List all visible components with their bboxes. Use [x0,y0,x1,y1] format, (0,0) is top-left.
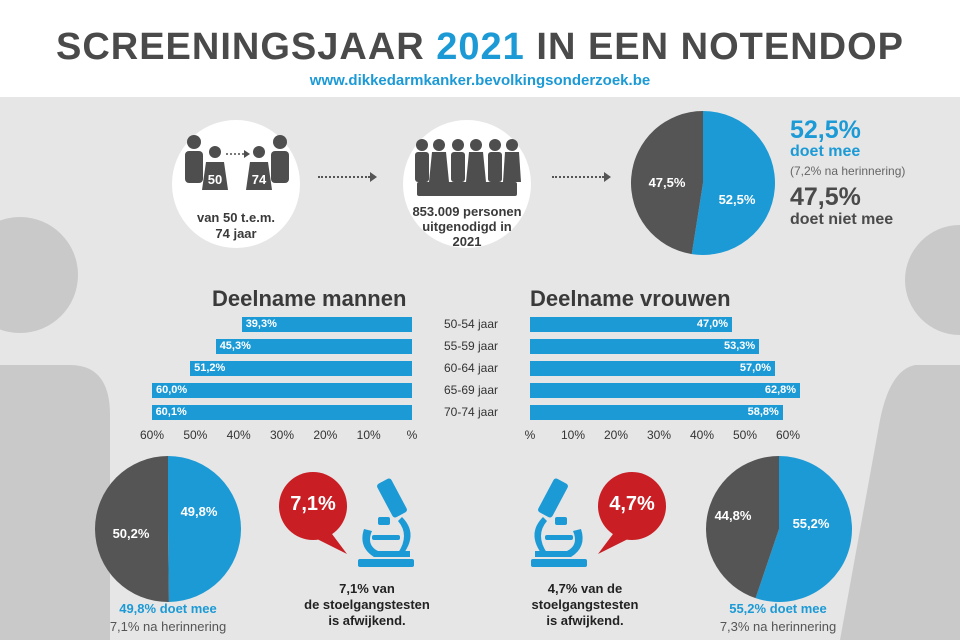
age-from-label: 50 [207,172,223,187]
woman-silhouette-icon [840,225,960,640]
pie-men-not-slice [95,456,169,602]
women-abnormal-bubble [598,472,666,554]
men-tick-label: 10% [356,428,381,442]
women-tick-label: 20% [603,428,629,442]
men-tick-label: 50% [183,428,208,442]
women-tick-label: 50% [732,428,758,442]
women-participate-caption: 55,2% doet mee [729,601,827,616]
pie-men-participate-slice [168,456,241,602]
page-title: SCREENINGSJAAR 2021 IN EEN NOTENDOP [55,26,904,68]
arrow-1-icon [370,172,377,182]
women-bar: 58,8% [530,405,783,420]
women-participation-pie [706,456,852,602]
reminder-text: (7,2% na herinnering) [790,164,906,178]
women-bar: 62,8% [530,383,801,398]
pie-women-not-label: 44,8% [714,508,752,523]
age-group-label: 65-69 jaar [443,383,499,397]
connector-1 [318,176,370,180]
website-url[interactable]: www.dikkedarmkanker.bevolkingsonderzoek.… [309,72,651,89]
men-abnormal-caption: 7,1% van de stoelgangstesten is afwijkend. [304,581,430,628]
men-abnormal-pct: 7,1% [290,493,336,515]
age-to-label: 74 [251,172,267,187]
participate-text: doet mee [790,143,861,160]
pie-women-not-slice [706,456,779,599]
pie-top-not-slice [631,111,703,255]
pie-women-participate-label: 55,2% [792,516,830,531]
women-abnormal-caption: 4,7% van de stoelgangstesten is afwijkend. [531,581,639,628]
men-tick-label: 30% [269,428,295,442]
age-group-label: 60-64 jaar [443,361,499,375]
women-microscope-icon [531,478,587,567]
not-participate-text: doet niet mee [790,211,894,228]
men-abnormal-bubble [279,472,347,554]
participation-pie [631,111,775,255]
pie-top-not-label: 47,5% [648,175,686,190]
pie-top-participate-label: 52,5% [718,192,756,207]
women-heading: Deelname vrouwen [530,286,731,311]
men-tick-label: 60% [139,428,165,442]
men-bar: 60,0% [152,383,412,398]
women-reminder-caption: 7,3% na herinnering [719,619,837,634]
pie-women-participate-slice [755,456,852,602]
men-tick-label: % [406,428,418,442]
men-bar: 60,1% [151,405,412,420]
women-bar: 53,3% [530,339,760,354]
men-bar: 45,3% [215,339,412,354]
men-reminder-caption: 7,1% na herinnering [109,619,227,634]
men-heading: Deelname mannen [212,286,407,311]
women-tick-label: 40% [689,428,715,442]
women-tick-label: 10% [560,428,586,442]
men-tick-label: 20% [313,428,338,442]
men-bar: 51,2% [190,361,412,376]
participate-pct: 52,5% [790,116,861,144]
women-tick-label: 60% [775,428,801,442]
women-tick-label: 30% [646,428,672,442]
age-group-label: 50-54 jaar [443,317,499,331]
age-caption: van 50 t.e.m. 74 jaar [196,210,276,241]
not-participate-pct: 47,5% [790,183,861,211]
men-bar: 39,3% [241,317,412,332]
men-participation-pie [95,456,241,602]
age-people-icon [185,135,289,190]
men-tick-label: 40% [226,428,251,442]
invited-caption: 853.009 personen uitgenodigd in 2021 [412,204,522,249]
pie-top-participate-slice [691,111,775,255]
women-bar: 47,0% [530,317,733,332]
women-tick-label: % [524,428,536,442]
pie-men-participate-label: 49,8% [180,504,218,519]
arrow-2-icon [604,172,611,182]
crowd-icon [415,139,521,196]
age-group-label: 70-74 jaar [443,405,499,419]
age-group-label: 55-59 jaar [443,339,499,353]
women-abnormal-pct: 4,7% [609,493,655,515]
pie-men-not-label: 50,2% [112,526,150,541]
connector-2 [552,176,604,180]
men-participate-caption: 49,8% doet mee [119,601,217,616]
women-bar: 57,0% [530,361,776,376]
man-silhouette-icon [0,217,110,640]
men-microscope-icon [358,478,414,567]
